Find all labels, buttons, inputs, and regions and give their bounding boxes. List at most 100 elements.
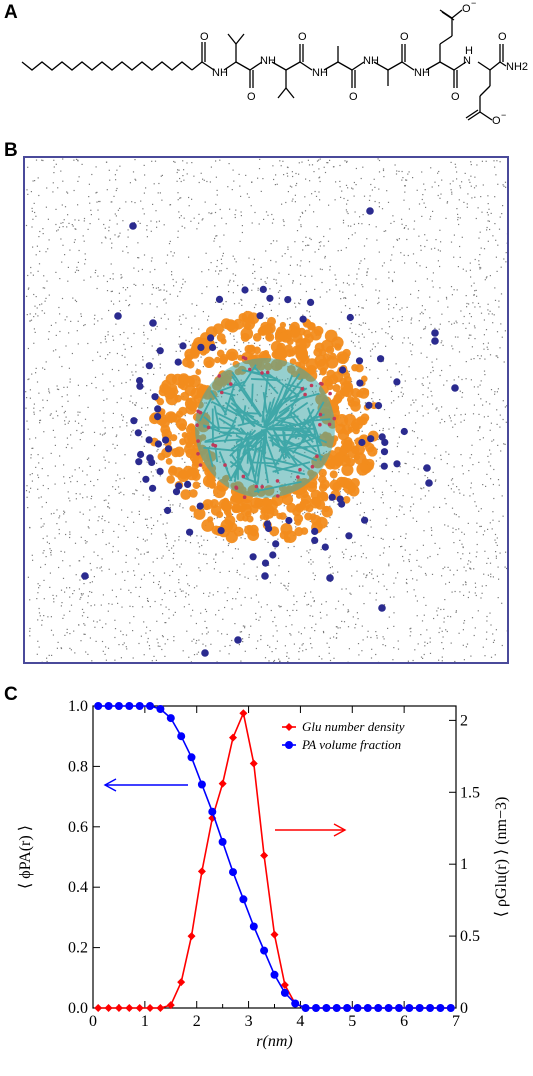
- charge-label: −: [471, 0, 476, 8]
- data-point: [301, 1004, 310, 1012]
- x-tick-label: 4: [296, 1013, 304, 1030]
- data-point: [197, 867, 206, 876]
- panel-label-a: A: [4, 2, 18, 23]
- atom-label: O: [462, 3, 471, 15]
- atom-label: NH2: [506, 61, 528, 73]
- legend-label: PA volume fraction: [301, 737, 401, 752]
- data-point: [166, 714, 175, 723]
- x-axis: 0 1 2 3 4 5 6 7: [89, 706, 460, 1030]
- y-right-tick-label: 1: [460, 856, 468, 873]
- legend: Glu number density PA volume fraction: [282, 719, 405, 752]
- y-left-tick-label: 0.8: [68, 758, 88, 775]
- series-glu-density: [94, 709, 455, 1012]
- data-point: [280, 988, 289, 997]
- x-tick-label: 5: [348, 1013, 356, 1030]
- data-point: [114, 702, 123, 710]
- data-point: [260, 851, 269, 860]
- data-point: [395, 1004, 403, 1012]
- charge-label: −: [501, 110, 506, 120]
- molecule-atom-labels: O O O O O O O NH NH NH NH NH N H NH2 O O…: [200, 0, 528, 127]
- data-point: [197, 780, 206, 789]
- data-point: [218, 779, 227, 788]
- x-tick-label: 3: [245, 1013, 253, 1030]
- data-point: [218, 837, 227, 846]
- y-axis-right: 0 0.5 1 1.5 2: [449, 712, 480, 1017]
- atom-label: NH: [212, 67, 228, 79]
- atom-label: O: [400, 31, 409, 43]
- x-tick-label: 0: [89, 1013, 97, 1030]
- y-left-tick-label: 0.0: [68, 1000, 88, 1017]
- series-pa-fraction: [94, 702, 455, 1012]
- data-point: [405, 1004, 414, 1012]
- y-axis-left-label: ⟨ ϕPA(r) ⟩: [17, 825, 34, 889]
- y-axis-left: 0.0 0.2 0.4 0.6 0.8 1.0: [68, 698, 100, 1017]
- data-point: [446, 1004, 455, 1012]
- data-point: [332, 1004, 341, 1012]
- data-point: [208, 807, 217, 816]
- data-point: [363, 1004, 372, 1012]
- arrow-left-head: [103, 778, 117, 792]
- data-point: [229, 733, 238, 742]
- atom-label: H: [465, 45, 473, 57]
- data-point: [125, 702, 134, 710]
- data-point: [260, 946, 269, 955]
- y-right-tick-label: 0: [460, 1000, 468, 1017]
- atom-label: O: [247, 91, 256, 103]
- atom-label: O: [349, 91, 358, 103]
- legend-label: Glu number density: [302, 719, 405, 734]
- data-point: [291, 999, 300, 1008]
- y-left-tick-label: 1.0: [68, 698, 88, 715]
- data-point: [177, 978, 186, 987]
- y-right-tick-label: 0.5: [460, 928, 480, 945]
- data-point: [384, 1004, 393, 1012]
- y-left-tick-label: 0.6: [68, 819, 88, 836]
- atom-label: O: [498, 31, 507, 43]
- plot-frame: [92, 705, 457, 1009]
- series-layer: [94, 702, 455, 1012]
- series-line: [98, 710, 451, 1009]
- data-point: [177, 732, 186, 741]
- profile-chart: 0 1 2 3 4 5 6 7 0.0 0.2 0.4 0.6 0.8 1.0 0 0.5 1 1.5 2 Gl…: [17, 698, 510, 1050]
- atom-label: O: [451, 91, 460, 103]
- x-tick-label: 2: [193, 1013, 201, 1030]
- data-point: [146, 1004, 155, 1012]
- y-left-tick-label: 0.2: [68, 940, 88, 957]
- data-point: [104, 1004, 113, 1012]
- data-point: [125, 1004, 134, 1012]
- data-point: [343, 1004, 352, 1012]
- data-point: [426, 1004, 435, 1012]
- simulation-scene: [25, 158, 507, 662]
- simulation-snapshot: [23, 156, 509, 664]
- data-point: [270, 970, 279, 979]
- atom-label: O: [492, 115, 501, 127]
- data-point: [415, 1004, 424, 1012]
- data-point: [135, 1004, 144, 1012]
- data-point: [322, 1004, 331, 1012]
- arrow-right-head: [333, 823, 347, 837]
- x-tick-label: 7: [452, 1013, 460, 1030]
- counter-ions: [81, 207, 459, 657]
- atom-label: NH: [312, 67, 328, 79]
- atom-label: NH: [414, 67, 430, 79]
- data-point: [114, 1004, 123, 1012]
- data-point: [146, 702, 154, 710]
- data-point: [187, 932, 196, 941]
- x-axis-label: r(nm): [256, 1033, 292, 1050]
- data-point: [94, 702, 103, 710]
- data-point: [229, 868, 237, 877]
- data-point: [166, 1001, 175, 1010]
- atom-label: O: [200, 31, 209, 43]
- data-point: [270, 930, 279, 939]
- atom-label: NH: [260, 55, 276, 67]
- panel-label-c: C: [4, 684, 18, 705]
- y-right-tick-label: 1.5: [460, 784, 480, 801]
- data-point: [156, 705, 165, 713]
- molecule-structure: O O O O O O O NH NH NH NH NH N H NH2 O O…: [21, 0, 528, 127]
- x-tick-label: 6: [400, 1013, 408, 1030]
- data-point: [249, 922, 258, 931]
- atom-label: N: [463, 55, 471, 67]
- legend-marker: [285, 723, 293, 731]
- atom-label: NH: [363, 55, 379, 67]
- data-point: [312, 1004, 320, 1012]
- data-point: [104, 702, 113, 710]
